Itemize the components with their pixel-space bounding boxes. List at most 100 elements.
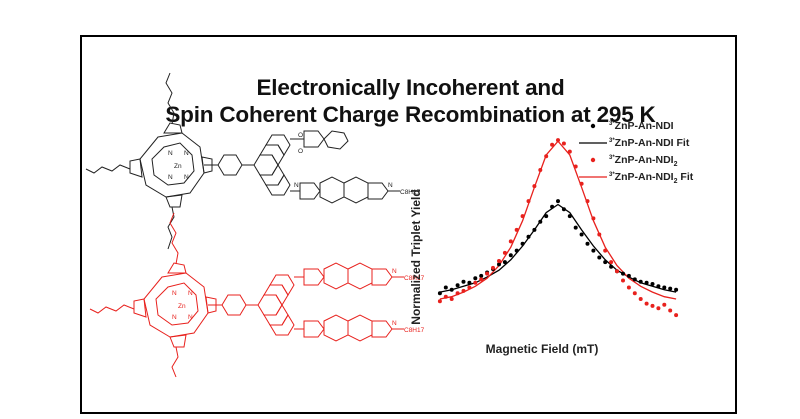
series-0-point <box>497 262 501 267</box>
series-2-point <box>609 260 614 265</box>
red-bottom-chain <box>171 346 179 378</box>
title-line-2: Spin Coherent Charge Recombination at 29… <box>165 102 656 127</box>
series-2-point <box>461 288 466 293</box>
red-c8h17-bottom: C8H17 <box>404 327 425 334</box>
black-n-label-3: N <box>168 174 173 181</box>
series-0-point <box>561 207 566 212</box>
title-line-1: Electronically Incoherent and <box>256 75 565 100</box>
series-0-point <box>538 219 543 224</box>
black-n-label-2: N <box>184 150 189 157</box>
series-0-point <box>502 260 507 265</box>
series-2-point <box>621 278 625 283</box>
series-0-point <box>621 271 625 276</box>
series-2-point <box>573 164 578 169</box>
black-top-chain <box>165 72 175 125</box>
series-0-point <box>449 287 454 292</box>
red-ndi-bottom-imide-2 <box>371 320 393 338</box>
legend-label-0: 3*ZnP-An-NDI <box>609 120 674 132</box>
series-2-point <box>644 301 649 306</box>
series-2-point <box>662 302 667 307</box>
black-molecule <box>85 72 400 250</box>
black-zn-label: Zn <box>174 163 182 170</box>
black-porphyrin-ring <box>139 132 205 198</box>
series-2-point <box>626 285 631 290</box>
legend-marker-2 <box>590 157 596 163</box>
series-0-point <box>656 284 661 289</box>
red-left-chain <box>89 304 135 314</box>
series-2-point <box>632 291 637 296</box>
series-0-point <box>632 277 637 282</box>
series-2-point <box>520 214 525 219</box>
series-2-point <box>638 297 643 301</box>
legend-label-2: 3*ZnP-An-NDI2 <box>609 154 678 168</box>
series-2-point <box>497 259 501 263</box>
figure-frame: Electronically Incoherent and Spin Coher… <box>80 35 737 414</box>
series-0-point <box>550 204 555 209</box>
series-2-point <box>526 199 531 204</box>
black-c8h17-label: C8H17 <box>400 189 421 196</box>
black-top-imide <box>303 130 325 148</box>
series-0-point <box>603 260 608 265</box>
red-top-chain <box>169 212 179 265</box>
black-n-imide-label: N <box>294 182 299 189</box>
series-0-point <box>473 276 478 281</box>
series-0-point <box>644 280 649 285</box>
series-0-point <box>526 234 531 239</box>
series-0-point <box>467 280 472 285</box>
series-2-point <box>544 154 549 159</box>
legend-marker-0 <box>590 123 596 129</box>
series-0-point <box>674 287 679 292</box>
series-0-point <box>662 285 667 290</box>
series-2-point <box>585 199 590 204</box>
series-0-point <box>597 255 602 260</box>
black-ndi-imide-2 <box>367 182 389 200</box>
black-o-label-1: O <box>298 132 303 139</box>
legend-label-1: 3*ZnP-An-NDI Fit <box>609 137 690 149</box>
red-molecule-labels: N N N N Zn N C8H17 N C8H17 <box>172 268 425 334</box>
series-2-point <box>668 308 673 313</box>
series-0-point <box>585 241 590 246</box>
red-c8h17-top: C8H17 <box>404 275 425 282</box>
series-0-point <box>532 227 537 232</box>
series-0-point <box>573 225 578 230</box>
series-2-point <box>603 248 608 253</box>
series-0-point <box>461 279 466 284</box>
series-2-point <box>479 277 484 282</box>
chart-legend: 3*ZnP-An-NDI 3*ZnP-An-NDI Fit 3*ZnP-An-NDI… <box>579 120 694 185</box>
series-2-point <box>556 138 560 143</box>
series-0-point <box>437 291 442 296</box>
triplet-yield-chart: Normalized Triplet Yield Magnetic Field … <box>409 120 694 356</box>
red-ndi-bottom-imide-1 <box>303 320 325 338</box>
black-ndi-imide-1 <box>299 182 321 200</box>
red-zn-label: Zn <box>178 303 186 310</box>
series-0-point <box>514 248 519 253</box>
molecule-structures: N N N N Zn O O N N C8H17 <box>85 72 425 378</box>
series-2-point <box>674 313 679 318</box>
series-0-point <box>556 199 560 204</box>
red-ndi-top-imide-2 <box>371 268 393 286</box>
red-n-label-2: N <box>188 290 193 297</box>
legend-label-3: 3*ZnP-An-NDI2 Fit <box>609 171 694 185</box>
red-n-label-3: N <box>172 314 177 321</box>
series-2-point <box>449 297 454 301</box>
series-2-point <box>437 299 442 304</box>
series-2-point <box>615 269 619 274</box>
series-2-point <box>514 227 519 232</box>
series-0-point <box>638 279 643 284</box>
series-2-point <box>502 250 507 255</box>
y-axis-label: Normalized Triplet Yield <box>409 189 423 324</box>
black-n-label-4: N <box>184 174 189 181</box>
series-2-point <box>650 303 655 308</box>
series-0-point <box>591 248 596 253</box>
series-0-point <box>443 285 448 290</box>
series-2-point <box>597 232 602 237</box>
series-1-fit-line <box>439 203 677 293</box>
series-0-point <box>650 282 655 286</box>
series-2-point <box>579 181 584 186</box>
series-2-point <box>485 271 490 276</box>
red-n-label-1: N <box>172 290 177 297</box>
chart-marks <box>437 138 679 318</box>
series-2-point <box>455 291 460 296</box>
series-0-point <box>668 286 673 291</box>
series-0-point <box>567 214 572 219</box>
